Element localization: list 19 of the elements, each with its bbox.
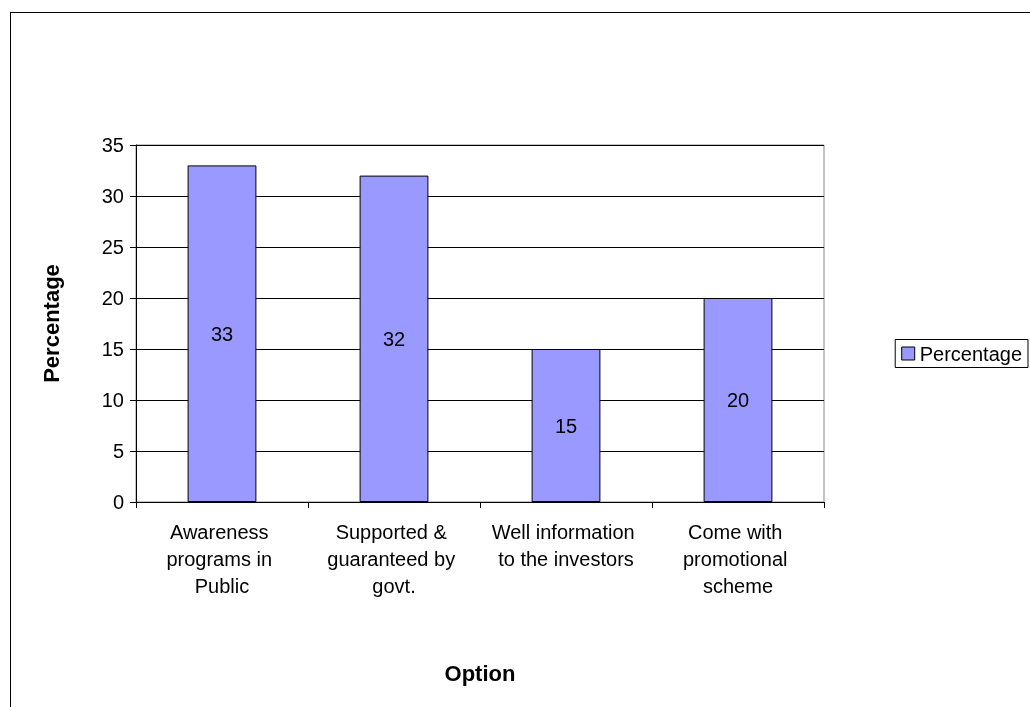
x-tick-label: Awareness programs in Public — [166, 520, 278, 597]
x-tick-label: Well information to the investors — [491, 520, 641, 570]
y-tick-label: 35 — [101, 134, 124, 156]
y-tick-label: 25 — [101, 236, 124, 258]
data-label: 20 — [726, 389, 750, 411]
y-tick-label: 0 — [112, 491, 124, 513]
x-axis-title: Option — [444, 660, 516, 686]
y-tick-label: 15 — [101, 338, 124, 360]
y-tick-label: 10 — [101, 389, 124, 411]
data-label: 32 — [382, 327, 406, 350]
y-axis-title: Percentage — [38, 264, 64, 383]
x-tick-label: Come with promotional scheme — [682, 520, 794, 597]
legend-label: Percentage — [919, 342, 1022, 365]
y-tick-label: 20 — [101, 287, 124, 309]
y-tick-label: 5 — [112, 440, 124, 462]
data-label: 15 — [554, 414, 578, 437]
data-label: 33 — [210, 322, 234, 345]
x-tick-label: Supported & guaranteed by govt. — [327, 520, 461, 597]
y-tick-label: 30 — [101, 185, 124, 207]
